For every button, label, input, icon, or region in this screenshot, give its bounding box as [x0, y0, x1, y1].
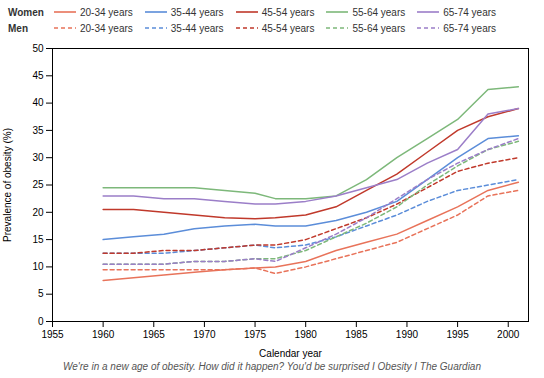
svg-text:1960: 1960 [92, 329, 115, 340]
svg-text:1965: 1965 [143, 329, 166, 340]
svg-text:Calendar year: Calendar year [259, 348, 322, 359]
svg-text:Prevalence of obesity (%): Prevalence of obesity (%) [2, 128, 13, 242]
html-text:Men: Men [8, 22, 28, 34]
svg-text:1970: 1970 [193, 329, 216, 340]
svg-text:2000: 2000 [497, 329, 520, 340]
html-text:65-74 years: 65-74 years [443, 6, 497, 18]
html-text:65-74 years: 65-74 years [443, 22, 497, 34]
svg-text:35: 35 [32, 125, 44, 136]
html-text:35-44 years: 35-44 years [170, 22, 224, 34]
html-text:45-54 years: 45-54 years [261, 22, 315, 34]
html-text:45-54 years: 45-54 years [261, 6, 315, 18]
svg-text:1985: 1985 [345, 329, 368, 340]
svg-text:0: 0 [38, 316, 44, 327]
svg-text:1955: 1955 [41, 329, 64, 340]
svg-text:20: 20 [32, 207, 44, 218]
html-text:We're in a new age of obesity.: We're in a new age of obesity. How did i… [63, 361, 481, 372]
svg-text:5: 5 [38, 288, 44, 299]
svg-text:45: 45 [32, 70, 44, 81]
svg-text:1980: 1980 [295, 329, 318, 340]
svg-text:1995: 1995 [446, 329, 469, 340]
svg-text:50: 50 [32, 43, 44, 54]
html-text:20-34 years: 20-34 years [80, 6, 133, 18]
svg-text:30: 30 [32, 152, 44, 163]
html-text:55-64 years: 55-64 years [352, 22, 406, 34]
html-text:20-34 years: 20-34 years [80, 22, 133, 34]
svg-text:25: 25 [32, 179, 44, 190]
svg-text:40: 40 [32, 97, 44, 108]
svg-text:1990: 1990 [396, 329, 419, 340]
html-text:55-64 years: 55-64 years [352, 6, 406, 18]
html-text:Women: Women [8, 6, 44, 18]
svg-text:15: 15 [32, 234, 44, 245]
html-text:35-44 years: 35-44 years [170, 6, 224, 18]
svg-text:10: 10 [32, 261, 44, 272]
svg-text:1975: 1975 [244, 329, 267, 340]
